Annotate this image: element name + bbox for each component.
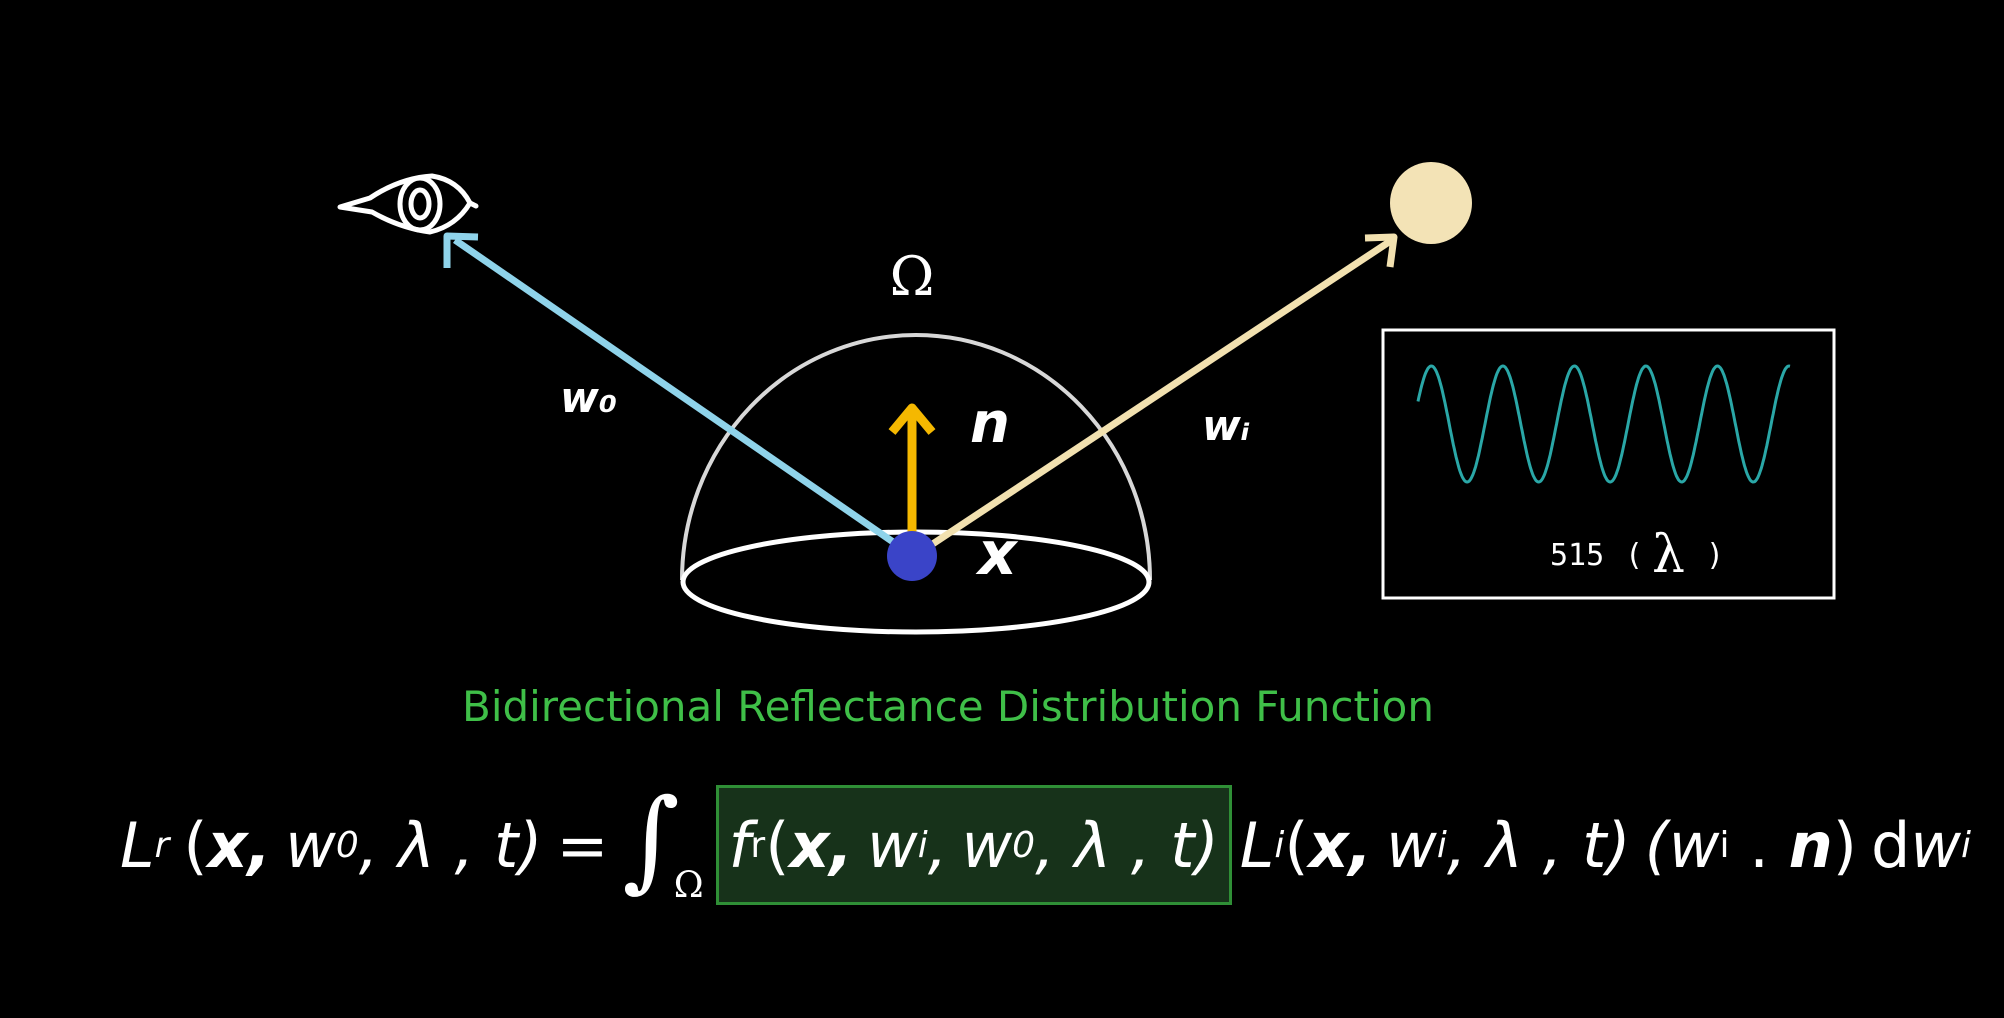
- outgoing-ray-label: w₀: [560, 373, 617, 422]
- eye-icon: [337, 173, 479, 235]
- brdf-wi: w: [866, 808, 918, 882]
- brdf-open: (: [765, 808, 790, 882]
- li-w-sub: i: [1436, 824, 1447, 866]
- dot-close: ): [1832, 808, 1857, 882]
- brdf-sub: r: [750, 824, 766, 866]
- omega-label: Ω: [890, 245, 935, 308]
- brdf-f: f: [728, 808, 751, 882]
- equals-sign: =: [556, 808, 609, 882]
- li-sub: i: [1274, 824, 1285, 866]
- brdf-wo-sub: 0: [1012, 824, 1036, 866]
- dot-mid: .: [1729, 808, 1789, 882]
- brdf-wi-sub: i: [917, 824, 928, 866]
- li-w: w: [1386, 808, 1437, 882]
- integral-domain: Ω: [673, 865, 704, 906]
- differential-w-sub: i: [1961, 824, 1972, 866]
- differential-w: w: [1910, 808, 1962, 882]
- lhs-rest: , λ , t): [358, 808, 543, 882]
- normal-label: n: [970, 391, 1010, 456]
- lambda-symbol: λ: [1652, 525, 1685, 585]
- dot-sub: i: [1719, 824, 1730, 866]
- lhs-open: (: [183, 808, 208, 882]
- wave-line: [1416, 364, 1791, 484]
- wavelength-panel: 515 ( λ ): [1381, 328, 1836, 600]
- lhs-radiance: L: [120, 808, 155, 882]
- integral-sign: ∫: [622, 775, 680, 903]
- incoming-ray: [914, 233, 1398, 558]
- sun-icon: [1390, 162, 1472, 244]
- lhs-x: x,: [207, 808, 272, 882]
- lhs-w-sub: 0: [335, 824, 359, 866]
- surface-point: [887, 531, 937, 581]
- point-label: x: [975, 519, 1019, 589]
- wavelength-open-paren: (: [1625, 538, 1643, 573]
- brdf-wo: w: [961, 808, 1013, 882]
- dot-n: n: [1788, 808, 1833, 882]
- differential-d: d: [1870, 808, 1911, 882]
- incident-radiance: L: [1239, 808, 1275, 882]
- wavelength-close-paren: ): [1706, 538, 1724, 573]
- brdf-sep: ,: [927, 808, 948, 882]
- outgoing-ray: [443, 232, 914, 558]
- brdf-rest: , λ , t): [1035, 808, 1219, 882]
- normal-arrow: [888, 403, 936, 540]
- li-open: (: [1284, 808, 1309, 882]
- incoming-ray-label: wᵢ: [1202, 401, 1250, 450]
- brdf-caption: Bidirectional Reflectance Distribution F…: [462, 682, 1434, 731]
- wavelength-value: 515: [1550, 538, 1604, 573]
- dot-open: (w: [1644, 808, 1720, 882]
- lhs-sub: r: [154, 824, 170, 866]
- li-x: x,: [1308, 808, 1373, 882]
- li-rest: , λ , t): [1446, 808, 1631, 882]
- lhs-w: w: [285, 808, 336, 882]
- brdf-x: x,: [789, 808, 853, 882]
